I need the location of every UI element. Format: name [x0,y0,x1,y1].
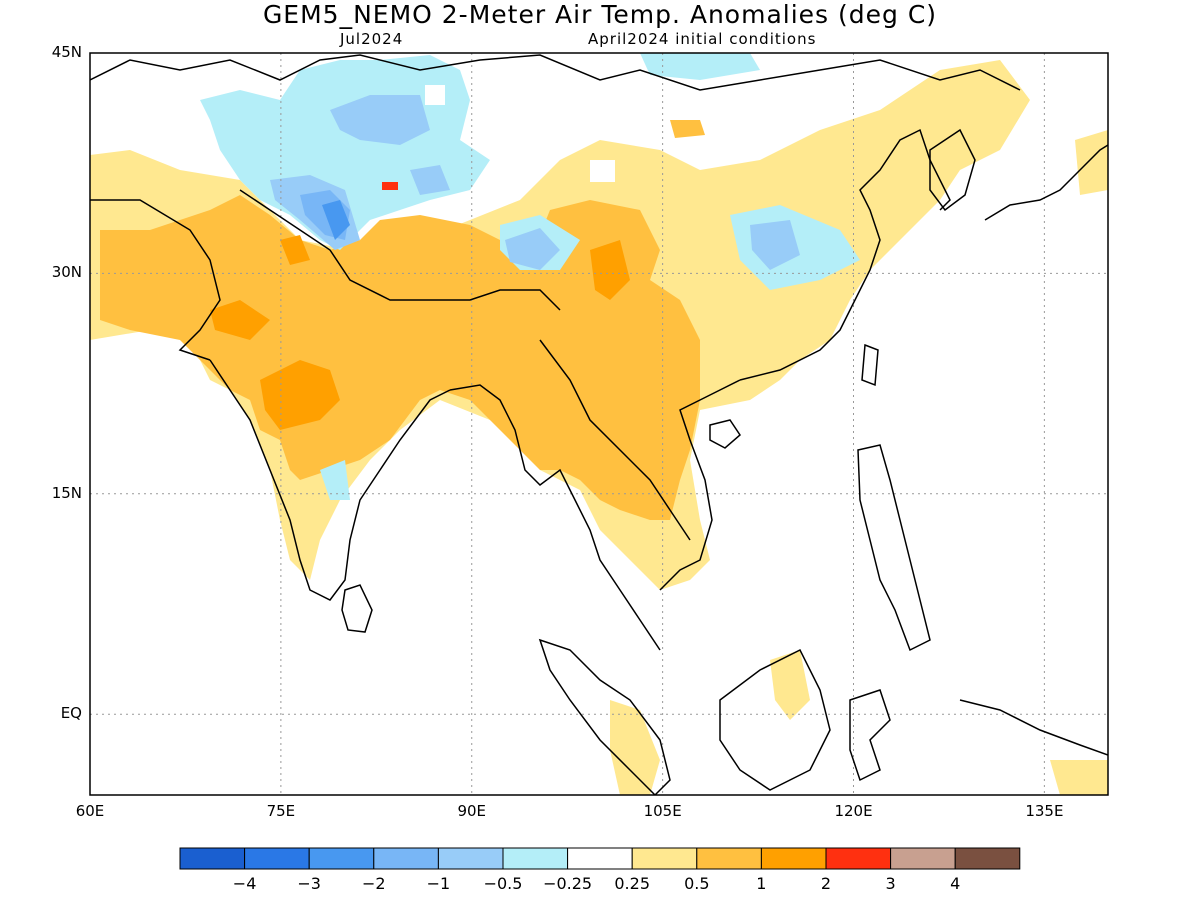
anomaly-shade-cool-1 [330,95,430,145]
anomaly-shade-cold-2 [322,200,350,240]
colorbar-swatch [502,847,569,870]
colorbar-swatch [437,847,504,870]
latitude-tick-label: 45N [51,43,82,61]
colorbar-tick-label: −0.25 [543,874,593,893]
anomaly-shade-cool-5 [410,165,450,195]
colorbar-swatch [954,847,1021,870]
initial-conditions: April2024 initial conditions [588,30,817,48]
anomaly-shade-light-warm-3 [610,700,660,795]
korea-outline [929,128,976,212]
longitude-tick-label: 105E [643,802,682,820]
longitude-tick-label: 135E [1025,802,1064,820]
hainan-outline [709,419,741,449]
indochina-coastline [659,379,741,591]
colorbar-tick-label: 0.25 [614,874,650,893]
colorbar-swatch [696,847,762,870]
anomaly-shade-hot-2 [210,300,270,340]
colorbar-swatch [373,847,439,870]
borneo-outline [719,648,831,791]
colorbar [179,847,1021,870]
longitude-tick-label: 120E [834,802,873,820]
colorbar-tick-label: 2 [820,874,832,893]
sri-lanka-outline [341,584,373,633]
colorbar-tick-label: −0.5 [483,874,523,893]
anomaly-shade-warm-2 [670,120,705,138]
latitude-tick-label: 30N [51,263,82,282]
colorbar-swatch [567,847,633,870]
western-border [90,199,221,361]
colorbar-tick-label: −3 [297,874,321,893]
anomaly-shade-warm [100,195,700,520]
bay-of-bengal-east-coast [449,384,661,651]
sulawesi-outline [849,689,891,782]
anomaly-shade-cool-light-5 [320,460,350,500]
colorbar-tick-label: 0.5 [684,874,710,893]
china-east-coastline [739,128,951,381]
colorbar-tick-label: 3 [885,874,896,893]
anomaly-fields [90,53,1108,795]
latitude-tick-label: EQ [60,704,82,723]
longitude-tick-label: 90E [457,802,487,820]
anomaly-shade-light-warm-4 [1050,760,1108,795]
longitude-tick-label: 75E [266,802,296,820]
longitude-tick-label: 60E [75,802,105,820]
anomaly-shade-hot-3 [590,240,630,300]
colorbar-swatch [631,847,698,870]
colorbar-tick-label: −1 [426,874,451,893]
chart-title: GEM5_NEMO 2-Meter Air Temp. Anomalies (d… [262,0,938,29]
colorbar-swatch [825,847,892,870]
taiwan-outline [861,343,879,387]
map-frame [89,52,1109,796]
anomaly-shade-hotspot [382,182,398,190]
anomaly-shade-light-warm-2 [770,650,810,720]
new-guinea-outline [959,699,1108,756]
masked-gap-2 [590,160,615,182]
anomaly-shade-light-warm-5 [1075,130,1108,195]
anomaly-shade-cool-4 [750,220,800,270]
colorbar-swatch [890,847,956,870]
japan-outline [984,144,1108,221]
colorbar-swatch [244,847,310,870]
colorbar-tick-label: −2 [362,874,386,893]
colorbar-tick-label: 4 [950,874,961,893]
latitude-tick-label: 15N [51,483,82,502]
masked-gap-1 [425,85,445,105]
colorbar-tick-label: 1 [756,874,767,893]
forecast-month: Jul2024 [340,30,404,48]
india-coastline [209,359,451,601]
southeast-asia-borders [539,339,691,541]
anomaly-shade-hot-4 [280,235,310,265]
anomaly-shade-cool-light-4 [640,53,760,80]
colorbar-swatch [760,847,827,870]
colorbar-swatch [308,847,375,870]
anomaly-shade-cool-3 [505,228,560,270]
colorbar-tick-label: −4 [232,874,257,893]
northern-border [90,54,1021,91]
himalaya-border [239,189,561,311]
philippines-outline [857,444,931,652]
sumatra-outline [538,638,671,795]
anomaly-shade-hot-1 [260,360,340,430]
colorbar-swatch [179,847,246,870]
coastlines [90,54,1108,795]
